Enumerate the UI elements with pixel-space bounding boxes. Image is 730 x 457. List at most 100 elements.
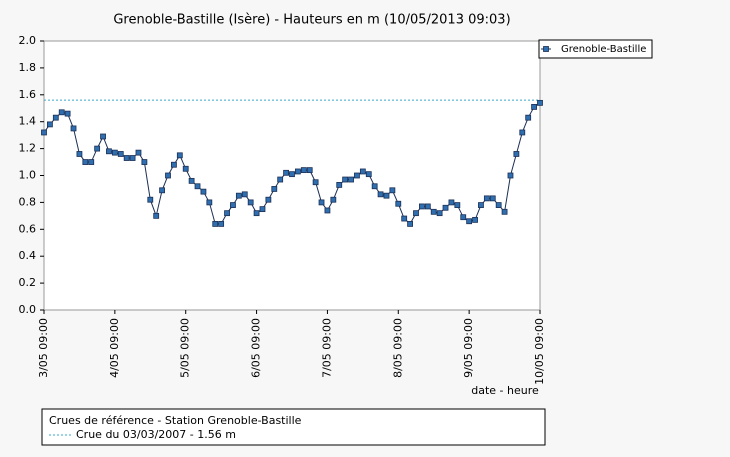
data-point	[135, 149, 142, 156]
x-tick-label: 8/05 09:00	[391, 318, 404, 378]
data-point	[430, 208, 437, 215]
data-point	[295, 168, 301, 175]
x-tick-label: 5/05 09:00	[179, 318, 192, 378]
data-point	[212, 221, 219, 227]
data-point	[519, 129, 526, 136]
data-point	[82, 159, 89, 165]
data-point	[241, 191, 248, 198]
data-point	[460, 214, 467, 221]
y-tick-label: 1.6	[19, 88, 37, 101]
data-point	[371, 183, 378, 190]
data-point	[153, 212, 160, 219]
data-point	[218, 221, 225, 227]
data-point	[354, 172, 360, 179]
x-tick-label: 4/05 09:00	[108, 318, 121, 378]
data-point	[436, 210, 443, 217]
data-point	[342, 176, 349, 183]
data-point	[277, 176, 284, 183]
data-point	[41, 129, 47, 136]
data-point	[200, 188, 207, 195]
data-point	[259, 206, 266, 213]
data-point	[253, 210, 260, 217]
data-point	[330, 196, 337, 203]
reference-label: Crue du 03/03/2007 - 1.56 m	[76, 428, 236, 441]
data-point	[442, 204, 449, 211]
y-tick-label: 1.0	[19, 169, 37, 182]
data-point	[100, 133, 106, 140]
data-point	[64, 110, 71, 117]
data-point	[413, 210, 419, 217]
data-point	[377, 191, 384, 198]
data-point	[454, 202, 461, 208]
legend-marker	[543, 46, 549, 52]
data-point	[171, 161, 177, 168]
data-point	[507, 172, 514, 179]
data-point	[312, 179, 319, 186]
y-tick-label: 0.8	[19, 195, 37, 208]
data-point	[513, 151, 520, 157]
data-point	[478, 202, 484, 208]
x-tick-label: 7/05 09:00	[320, 318, 333, 378]
y-tick-label: 0.2	[19, 276, 37, 289]
data-point	[70, 125, 77, 132]
data-point	[52, 114, 59, 121]
data-point	[419, 203, 425, 210]
data-point	[389, 187, 396, 194]
data-point	[537, 99, 543, 106]
y-tick-label: 0.4	[19, 249, 37, 262]
data-point	[365, 171, 372, 178]
data-point	[47, 121, 53, 128]
data-point	[324, 207, 331, 214]
data-point	[336, 182, 343, 188]
data-point	[489, 195, 496, 202]
data-point	[129, 155, 136, 161]
data-point	[123, 155, 130, 161]
data-point	[188, 177, 195, 184]
x-tick-label: 6/05 09:00	[250, 318, 263, 378]
data-point	[348, 176, 354, 183]
data-point	[501, 208, 508, 215]
y-tick-label: 0.6	[19, 222, 37, 235]
data-point	[147, 196, 154, 203]
legend-label: Grenoble-Bastille	[561, 44, 646, 55]
x-tick-label: 9/05 09:00	[462, 318, 475, 378]
y-tick-label: 1.2	[19, 142, 37, 155]
data-point	[111, 149, 118, 156]
x-axis-title: date - heure	[471, 384, 539, 397]
data-point	[466, 218, 473, 225]
data-point	[94, 145, 101, 152]
data-point	[424, 203, 431, 210]
y-tick-label: 1.8	[19, 61, 37, 74]
y-tick-label: 2.0	[19, 34, 37, 47]
data-point	[383, 192, 390, 199]
data-point	[247, 199, 254, 206]
data-point	[300, 167, 307, 174]
data-point	[165, 172, 171, 179]
x-tick-label: 3/05 09:00	[37, 318, 50, 378]
data-point	[176, 152, 183, 159]
data-point	[318, 199, 325, 206]
data-point	[395, 200, 402, 207]
data-point	[448, 199, 455, 206]
data-point	[271, 186, 278, 192]
data-point	[472, 216, 478, 223]
data-point	[106, 148, 112, 155]
legend	[538, 39, 653, 59]
data-point	[407, 221, 413, 227]
data-point	[224, 210, 230, 217]
data-point	[531, 104, 537, 110]
data-point	[76, 151, 83, 157]
y-tick-label: 0.0	[19, 303, 37, 316]
data-point	[117, 151, 124, 157]
data-point	[289, 171, 295, 178]
data-point	[265, 196, 272, 203]
y-tick-label: 1.4	[19, 115, 37, 128]
data-point	[141, 159, 148, 165]
data-point	[182, 165, 189, 172]
x-tick-label: 10/05 09:00	[533, 318, 546, 385]
data-point	[306, 167, 313, 174]
data-point	[206, 199, 213, 206]
data-point	[88, 159, 95, 165]
data-point	[159, 187, 165, 194]
